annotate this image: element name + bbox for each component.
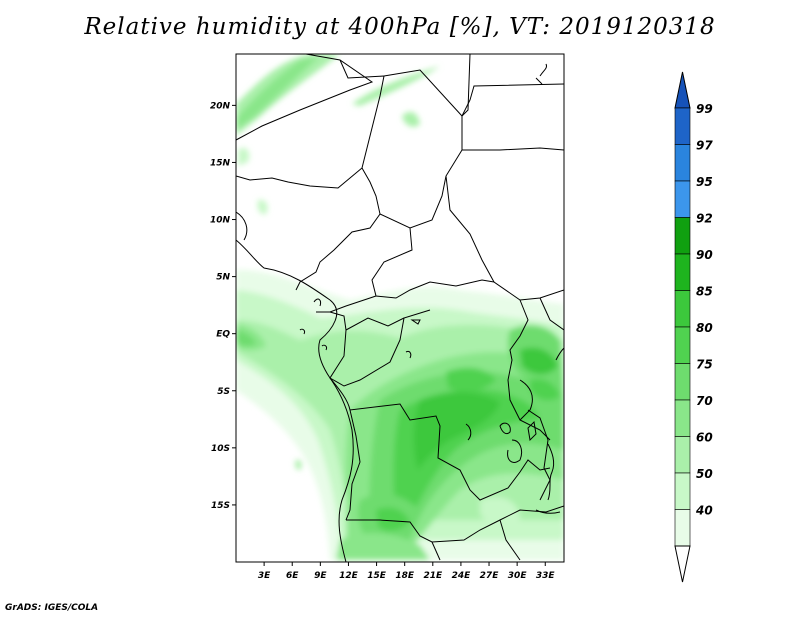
colorbar-segment <box>674 509 691 547</box>
lon-tick-label: 21E <box>423 571 443 581</box>
colorbar-label: 95 <box>696 175 713 189</box>
lat-tick-label: 15S <box>211 501 230 511</box>
map-title: Relative humidity at 400hPa [%], VT: 201… <box>84 14 716 40</box>
lat-tick-label: 10N <box>210 216 231 226</box>
lon-tick-label: 15E <box>367 571 387 581</box>
colorbar-segment <box>674 107 691 145</box>
colorbar-segment <box>674 436 691 474</box>
country-borders <box>236 54 564 562</box>
lon-tick-label: 27E <box>480 571 500 581</box>
lon-tick-label: 9E <box>314 571 327 581</box>
colorbar-label: 97 <box>696 139 713 153</box>
colorbar-segment <box>674 180 691 218</box>
colorbar-label: 85 <box>696 285 713 299</box>
lat-tick-label: 10S <box>211 444 230 454</box>
colorbar-segment <box>674 399 691 437</box>
colorbar-segment <box>674 144 691 182</box>
colorbar-segment <box>674 253 691 291</box>
lat-tick-label: 5S <box>217 387 230 397</box>
colorbar-segment <box>674 472 691 510</box>
colorbar-label: 90 <box>696 248 713 262</box>
lat-tick-label: 5N <box>216 273 230 283</box>
colorbar-label: 75 <box>696 358 713 372</box>
colorbar-label: 60 <box>696 431 713 445</box>
longitude-axis: 3E 6E 9E 12E 15E 18E 21E 24E 27E 30E 33E <box>258 562 556 581</box>
humidity-shading <box>236 54 564 560</box>
colorbar-segment <box>674 326 691 364</box>
colorbar-label: 92 <box>696 212 713 226</box>
colorbar-label: 80 <box>696 321 713 335</box>
colorbar-segment <box>674 290 691 328</box>
colorbar-segment <box>674 363 691 401</box>
lon-tick-label: 33E <box>536 571 556 581</box>
map-frame <box>235 53 565 563</box>
colorbar-label: 99 <box>696 102 713 116</box>
colorbar-top-arrow <box>674 71 691 109</box>
lon-tick-label: 30E <box>508 571 528 581</box>
grads-credit: GrADS: IGES/COLA <box>5 603 99 613</box>
lon-tick-label: 24E <box>452 571 472 581</box>
lat-tick-label: EQ <box>216 330 230 340</box>
colorbar-bottom-arrow <box>674 545 691 583</box>
lon-tick-label: 3E <box>258 571 271 581</box>
colorbar-legend: 99 97 95 92 90 85 80 75 70 60 50 40 <box>674 71 713 583</box>
lon-tick-label: 12E <box>339 571 359 581</box>
colorbar-segment <box>674 217 691 255</box>
lat-tick-label: 15N <box>210 158 231 168</box>
colorbar-label: 50 <box>696 467 713 481</box>
lon-tick-label: 18E <box>395 571 415 581</box>
lon-tick-label: 6E <box>286 571 299 581</box>
latitude-axis: 20N 15N 10N 5N EQ 5S 10S 15S <box>210 101 236 511</box>
colorbar-label: 40 <box>695 504 713 518</box>
lat-tick-label: 20N <box>210 101 231 111</box>
colorbar-label: 70 <box>696 394 713 408</box>
